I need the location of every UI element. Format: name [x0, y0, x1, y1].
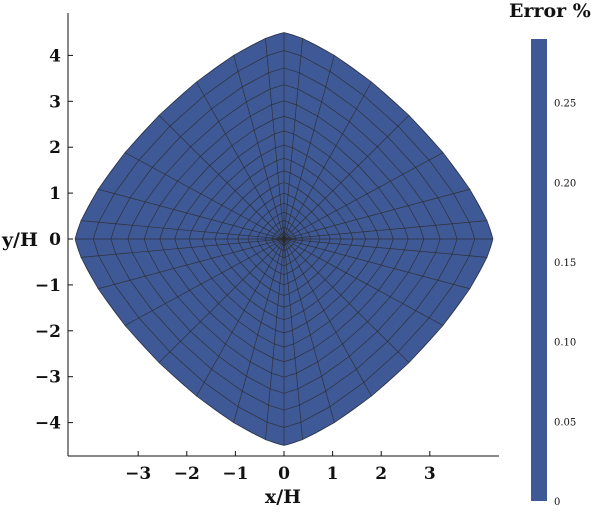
y-tick-label: −4 — [35, 414, 61, 434]
x-tick-label: −1 — [222, 464, 248, 484]
colorbar-tick-label: 0.10 — [554, 338, 576, 349]
mesh-radial-line — [283, 238, 372, 397]
mesh-ring — [110, 67, 458, 411]
colorbar-tick-label: 0.15 — [554, 258, 576, 269]
mesh-ring — [159, 115, 409, 363]
mesh-ring — [264, 220, 304, 258]
y-axis-label: y/H — [1, 229, 38, 251]
mesh-radial-line — [196, 238, 285, 397]
mesh-radial-line — [283, 115, 410, 240]
mesh-ring — [214, 170, 354, 308]
x-tick-label: −2 — [174, 464, 200, 484]
mesh-radial-line — [283, 38, 303, 240]
mesh-radial-line — [98, 238, 285, 290]
colorbar-tick-label: 0.05 — [554, 417, 576, 428]
mesh-radial-line — [80, 220, 285, 240]
mesh-radial-line — [283, 238, 303, 440]
colorbar-bar — [531, 39, 547, 501]
mesh-ring — [92, 50, 476, 428]
mesh-radial-line — [283, 238, 410, 363]
mesh-ring — [277, 232, 291, 246]
mesh-ring — [256, 212, 312, 266]
mesh-radial-line — [283, 238, 444, 326]
x-axis-label: x/H — [265, 486, 301, 508]
mesh-radial-line — [283, 238, 488, 258]
mesh-radial-line — [124, 152, 285, 240]
mesh-radial-line — [233, 55, 285, 240]
mesh-radial-line — [283, 188, 470, 240]
x-tick-label: 1 — [327, 464, 339, 484]
x-tick-label: 0 — [278, 464, 290, 484]
mesh-radial-line — [80, 238, 285, 258]
mesh-ring — [188, 144, 380, 334]
mesh-radial-line — [265, 38, 285, 240]
mesh-radial-line — [283, 81, 372, 240]
mesh-radial-line — [98, 188, 285, 240]
mesh-radial-line — [283, 238, 335, 423]
mesh-ring — [247, 203, 321, 275]
y-tick-label: −2 — [35, 322, 61, 342]
y-tick-label: 2 — [49, 138, 61, 158]
mesh-ring — [271, 226, 297, 252]
mesh-ring — [226, 182, 342, 296]
x-tick-label: −3 — [125, 464, 151, 484]
y-tick-label: −1 — [35, 276, 61, 296]
mesh-radial-line — [158, 115, 285, 240]
mesh-radial-line — [283, 220, 488, 240]
colorbar-tick-label: 0 — [554, 497, 560, 508]
mesh-radial-line — [233, 238, 285, 423]
colorbar-tick-labels: 0 0.05 0.10 0.15 0.20 0.25 — [554, 99, 576, 508]
y-tick-label: 0 — [49, 230, 61, 250]
mesh-radial-line — [283, 238, 470, 290]
y-tick-label: 4 — [49, 46, 61, 66]
colorbar — [531, 39, 547, 501]
mesh-ring — [281, 236, 287, 242]
mesh-radial-line — [283, 152, 444, 240]
mesh-ring — [143, 100, 425, 378]
colorbar-title: Error % — [509, 0, 591, 22]
mesh-ring — [202, 157, 366, 321]
y-tick-label: 1 — [49, 184, 61, 204]
x-tick-label: 2 — [375, 464, 387, 484]
mesh-radial-line — [196, 81, 285, 240]
mesh-radial-line — [124, 238, 285, 326]
mesh-ring — [237, 193, 331, 285]
mesh-radial-line — [158, 238, 285, 363]
mesh-ring — [74, 32, 494, 446]
mesh-ring — [127, 84, 441, 394]
mesh-radial-line — [265, 238, 285, 440]
mesh-radial-line — [283, 55, 335, 240]
x-tick-label: 3 — [424, 464, 436, 484]
colorbar-tick-label: 0.25 — [554, 99, 576, 110]
x-tick-labels: −3 −2 −1 0 1 2 3 — [125, 464, 436, 484]
mesh-ring — [174, 130, 394, 348]
colorbar-tick-label: 0.20 — [554, 178, 576, 189]
y-tick-label: −3 — [35, 368, 61, 388]
y-tick-labels: 4 3 2 1 0 −1 −2 −3 −4 — [35, 46, 61, 433]
axes — [67, 13, 499, 457]
mesh-domain — [74, 32, 494, 446]
y-tick-label: 3 — [49, 92, 61, 112]
